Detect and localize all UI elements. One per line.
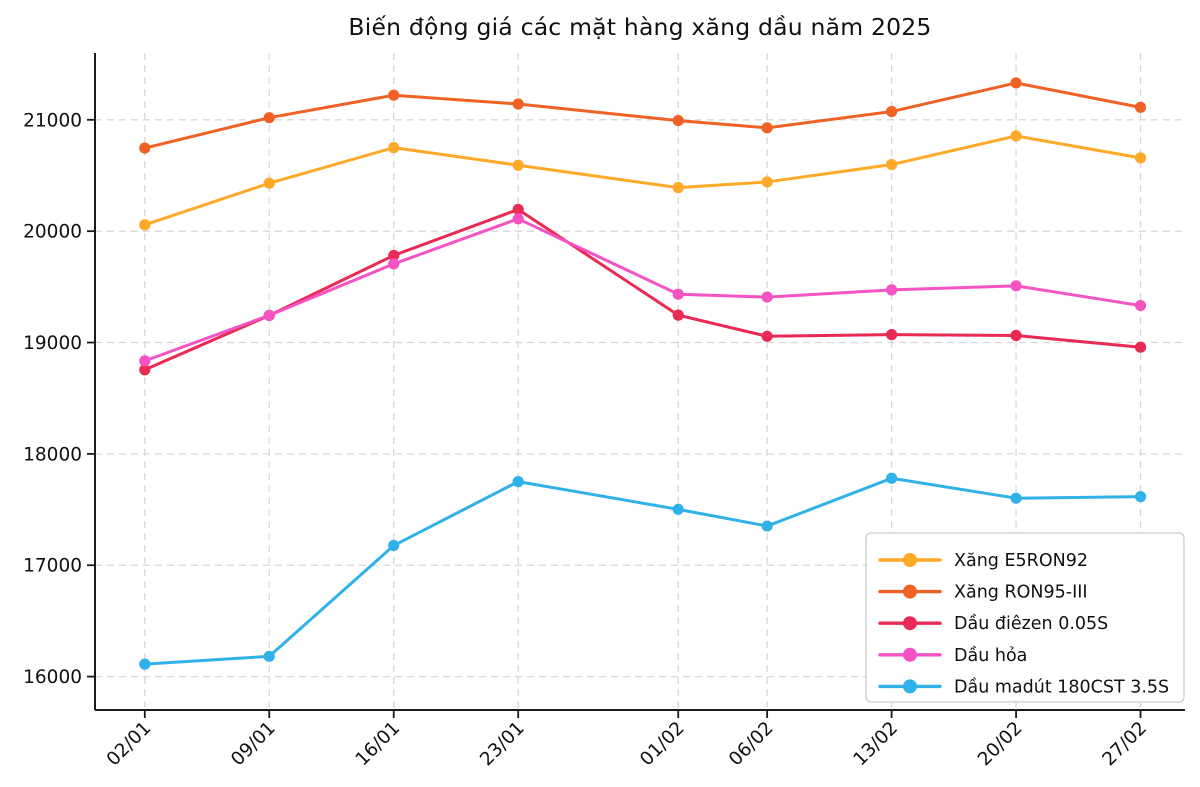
legend-entry-label: Dầu hỏa [954, 645, 1027, 666]
data-point [139, 364, 151, 376]
y-tick-label: 20000 [23, 222, 82, 243]
data-point [886, 158, 898, 171]
data-point [512, 476, 524, 488]
legend-entry-marker [903, 584, 917, 599]
data-point [886, 329, 898, 341]
x-tick-label: 01/02 [636, 718, 689, 771]
x-tick-label: 27/02 [1099, 718, 1152, 771]
data-point [672, 309, 684, 321]
series-line-0 [143, 134, 1143, 227]
data-point [1134, 299, 1147, 312]
x-tick-label: 02/01 [103, 718, 156, 771]
data-point [139, 142, 151, 154]
legend-entry-marker [903, 616, 917, 631]
data-point [886, 284, 898, 296]
legend-entry-label: Xăng E5RON92 [954, 551, 1088, 571]
data-point [388, 249, 400, 262]
data-point [1134, 152, 1147, 164]
data-point [388, 142, 400, 154]
y-tick-label: 19000 [23, 333, 82, 354]
x-tick-label: 16/01 [352, 718, 405, 771]
data-point [512, 98, 524, 110]
x-tick-label: 23/01 [476, 718, 529, 771]
data-point [1010, 280, 1022, 292]
data-point [1010, 329, 1022, 342]
data-point [388, 539, 400, 552]
data-point [1010, 130, 1022, 142]
data-point [139, 355, 151, 367]
data-point [263, 177, 275, 189]
data-point [263, 112, 275, 124]
x-tick-label: 06/02 [725, 718, 778, 771]
data-point [139, 219, 151, 231]
legend-entry-label: Dầu madút 180CST 3.5S [954, 676, 1169, 697]
data-point [672, 503, 684, 515]
data-point [388, 89, 400, 101]
data-point [672, 288, 684, 300]
data-point [1010, 492, 1022, 504]
legend: Xăng E5RON92 Xăng RON95-III Dầu điêzen 0.0… [865, 532, 1185, 703]
y-tick-label: 21000 [23, 110, 82, 131]
legend-entry-marker [903, 679, 917, 694]
data-point [1010, 77, 1022, 89]
data-point [263, 650, 275, 662]
data-point [886, 472, 898, 484]
x-tick-label: 13/02 [850, 718, 903, 771]
legend-entry-marker [903, 647, 917, 662]
data-point [761, 520, 773, 532]
data-point [388, 258, 400, 270]
legend-entry-label: Xăng RON95-III [954, 583, 1088, 603]
data-point [512, 203, 524, 216]
data-point [1134, 101, 1147, 113]
data-point [139, 658, 151, 670]
legend-entry-label: Dầu điêzen 0.05S [954, 613, 1108, 634]
data-point [672, 114, 684, 127]
data-point [512, 213, 524, 225]
legend-entry-marker [903, 553, 917, 567]
data-point [1134, 491, 1147, 503]
x-tick-label: 09/01 [227, 718, 280, 771]
data-point [672, 182, 684, 194]
legend-box [865, 532, 1185, 703]
series-line-2 [143, 207, 1143, 372]
x-tick-label: 20/02 [974, 718, 1027, 771]
y-tick-label: 17000 [23, 556, 82, 577]
data-point [1134, 341, 1147, 353]
data-point [761, 122, 773, 134]
series-line-1 [143, 81, 1143, 150]
data-point [761, 176, 773, 188]
y-tick-label: 18000 [23, 444, 82, 465]
data-point [263, 309, 275, 321]
data-point [761, 291, 773, 303]
y-tick-label: 16000 [23, 667, 82, 688]
chart-title: Biến động giá các mặt hàng xăng dầu năm … [348, 13, 932, 41]
data-point [761, 330, 773, 342]
data-point [886, 105, 898, 118]
data-point [512, 159, 524, 171]
